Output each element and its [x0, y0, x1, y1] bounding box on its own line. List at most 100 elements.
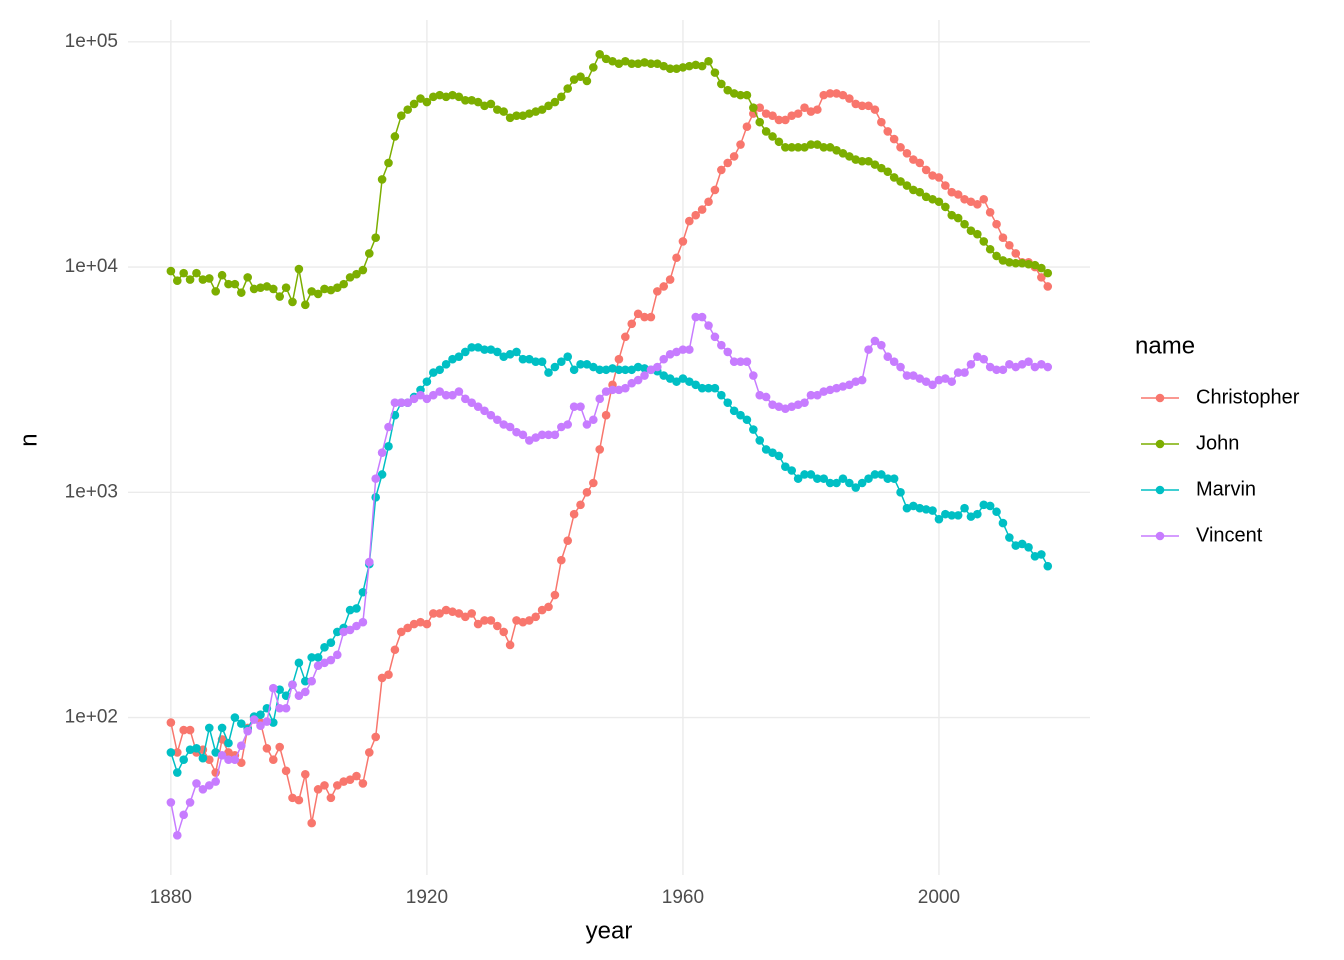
- data-point: [224, 738, 233, 748]
- data-point: [857, 375, 867, 385]
- data-point: [268, 718, 278, 727]
- data-point: [691, 380, 701, 390]
- data-point: [230, 279, 240, 289]
- data-point: [717, 165, 726, 175]
- data-point: [275, 685, 284, 694]
- data-point: [461, 96, 470, 105]
- data-point: [749, 425, 758, 434]
- data-point: [185, 725, 195, 735]
- data-point: [595, 445, 605, 454]
- data-point: [678, 237, 688, 246]
- data-point: [320, 643, 329, 652]
- data-point: [736, 140, 745, 149]
- data-point: [192, 744, 201, 753]
- data-point: [281, 283, 291, 292]
- data-point: [761, 127, 771, 136]
- data-point: [268, 755, 278, 765]
- data-point: [640, 371, 649, 380]
- data-point: [742, 357, 752, 367]
- data-point: [166, 748, 176, 757]
- data-point: [825, 478, 835, 488]
- data-point: [1011, 258, 1021, 268]
- data-point: [1037, 273, 1046, 282]
- data-point: [889, 357, 899, 367]
- data-point: [435, 365, 445, 375]
- data-point: [557, 555, 566, 565]
- data-point: [172, 748, 182, 757]
- data-point: [774, 451, 784, 461]
- data-point: [179, 268, 188, 278]
- data-point: [537, 105, 547, 114]
- data-point: [979, 500, 989, 510]
- data-point: [896, 488, 905, 497]
- data-point: [211, 748, 220, 757]
- data-point: [697, 61, 707, 71]
- data-point: [678, 345, 688, 354]
- data-point: [793, 109, 803, 118]
- data-point: [525, 436, 534, 445]
- data-point: [441, 390, 451, 400]
- data-point: [985, 244, 995, 254]
- data-point: [883, 127, 893, 136]
- data-point: [595, 394, 605, 404]
- data-point: [403, 105, 413, 114]
- data-point: [467, 609, 477, 618]
- data-point: [454, 352, 464, 362]
- data-point: [307, 676, 316, 686]
- data-point: [774, 115, 784, 125]
- legend-key-point: [1155, 393, 1165, 403]
- data-point: [1011, 249, 1021, 258]
- data-point: [390, 398, 400, 407]
- series-line: [170, 92, 1049, 824]
- data-point: [672, 377, 681, 386]
- data-point: [339, 279, 348, 289]
- data-point: [320, 284, 329, 294]
- data-point: [736, 90, 745, 100]
- data-point: [723, 398, 733, 407]
- data-point: [467, 343, 477, 352]
- data-point: [493, 415, 502, 425]
- data-point: [166, 266, 176, 276]
- data-point: [633, 362, 643, 372]
- data-point: [236, 719, 246, 728]
- data-point: [179, 725, 188, 735]
- data-point: [1043, 561, 1053, 571]
- data-point: [416, 94, 425, 103]
- data-point: [563, 352, 573, 362]
- data-point: [1024, 259, 1033, 269]
- data-point: [819, 474, 829, 483]
- data-point: [179, 810, 188, 820]
- data-point: [531, 357, 541, 367]
- data-point: [358, 779, 368, 788]
- data-point: [192, 268, 201, 278]
- data-point: [313, 289, 323, 299]
- data-point: [845, 94, 854, 103]
- data-point: [608, 385, 617, 395]
- data-point: [710, 68, 720, 77]
- data-point: [845, 380, 854, 390]
- data-point: [793, 474, 803, 483]
- data-point: [550, 590, 560, 600]
- data-point: [358, 617, 368, 627]
- data-point: [896, 143, 905, 152]
- data-point: [685, 345, 694, 354]
- data-point: [409, 99, 419, 109]
- data-point: [870, 470, 880, 479]
- data-point: [966, 226, 976, 236]
- data-point: [512, 347, 521, 357]
- data-point: [499, 627, 509, 637]
- data-point: [384, 158, 393, 168]
- data-point: [499, 107, 509, 116]
- data-point: [678, 374, 688, 383]
- data-point: [601, 410, 611, 420]
- data-point: [166, 718, 176, 727]
- data-point: [332, 781, 342, 790]
- data-point: [217, 270, 227, 280]
- data-point: [467, 398, 477, 407]
- data-point: [320, 781, 329, 790]
- data-point: [704, 197, 713, 207]
- data-point: [742, 415, 752, 425]
- data-point: [204, 755, 214, 765]
- x-axis-label: year: [586, 917, 633, 944]
- data-point: [633, 59, 643, 68]
